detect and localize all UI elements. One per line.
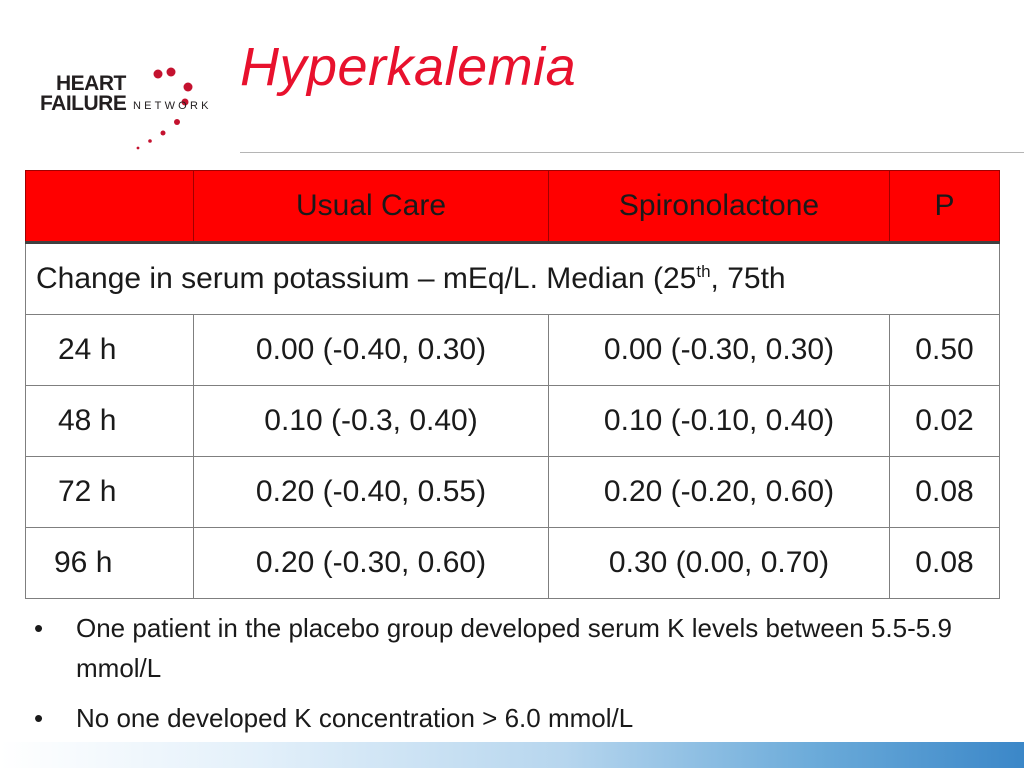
list-item: • One patient in the placebo group devel…	[34, 608, 994, 688]
time-cell: 24 h	[25, 314, 194, 386]
heart-failure-network-logo: HEART FAILURE NETWORK	[40, 60, 230, 160]
header-cell-usual-care: Usual Care	[193, 170, 549, 244]
bullet-text: One patient in the placebo group develop…	[76, 613, 952, 683]
bullet-list: • One patient in the placebo group devel…	[34, 608, 994, 760]
logo-failure-text: FAILURE	[40, 92, 127, 115]
table-row: 24 h 0.00 (-0.40, 0.30) 0.00 (-0.30, 0.3…	[25, 314, 1000, 386]
bullet-text: No one developed K concentration > 6.0 m…	[76, 703, 634, 733]
time-cell: 96 h	[25, 527, 194, 599]
p-value-cell: 0.08	[889, 527, 1000, 599]
table-row: 72 h 0.20 (-0.40, 0.55) 0.20 (-0.20, 0.6…	[25, 456, 1000, 528]
table-span-row: Change in serum potassium – mEq/L. Media…	[25, 242, 1000, 315]
time-cell: 48 h	[25, 385, 194, 457]
span-row-sup: th	[696, 262, 711, 281]
bullet-icon: •	[34, 613, 44, 643]
table-header-row: Usual Care Spironolactone P	[25, 170, 1000, 244]
list-item: • No one developed K concentration > 6.0…	[34, 698, 994, 738]
span-row-tail: , 75th	[710, 262, 786, 295]
header-cell-p: P	[889, 170, 1000, 244]
table-row: 96 h 0.20 (-0.30, 0.60) 0.30 (0.00, 0.70…	[25, 527, 1000, 599]
p-value-cell: 0.02	[889, 385, 1000, 457]
time-cell: 72 h	[25, 456, 194, 528]
table-row: 48 h 0.10 (-0.3, 0.40) 0.10 (-0.10, 0.40…	[25, 385, 1000, 457]
title-divider	[240, 152, 1024, 153]
logo-network-text: NETWORK	[133, 100, 212, 112]
spironolactone-cell: 0.00 (-0.30, 0.30)	[548, 314, 890, 386]
usual-care-cell: 0.20 (-0.30, 0.60)	[193, 527, 549, 599]
usual-care-cell: 0.20 (-0.40, 0.55)	[193, 456, 549, 528]
logo-heart-text: HEART	[56, 72, 126, 95]
spironolactone-cell: 0.30 (0.00, 0.70)	[548, 527, 890, 599]
usual-care-cell: 0.00 (-0.40, 0.30)	[193, 314, 549, 386]
header-cell-blank	[25, 170, 194, 244]
p-value-cell: 0.50	[889, 314, 1000, 386]
span-row-cell: Change in serum potassium – mEq/L. Media…	[25, 242, 1000, 315]
usual-care-cell: 0.10 (-0.3, 0.40)	[193, 385, 549, 457]
span-row-text: Change in serum potassium – mEq/L. Media…	[36, 262, 697, 295]
spironolactone-cell: 0.20 (-0.20, 0.60)	[548, 456, 890, 528]
logo-dots-icon	[136, 67, 193, 150]
p-value-cell: 0.08	[889, 456, 1000, 528]
header-cell-spironolactone: Spironolactone	[548, 170, 890, 244]
potassium-table: Usual Care Spironolactone P Change in se…	[25, 170, 1000, 599]
bullet-icon: •	[34, 703, 44, 733]
slide-title: Hyperkalemia	[240, 37, 577, 97]
footer-gradient-band	[0, 742, 1024, 768]
spironolactone-cell: 0.10 (-0.10, 0.40)	[548, 385, 890, 457]
